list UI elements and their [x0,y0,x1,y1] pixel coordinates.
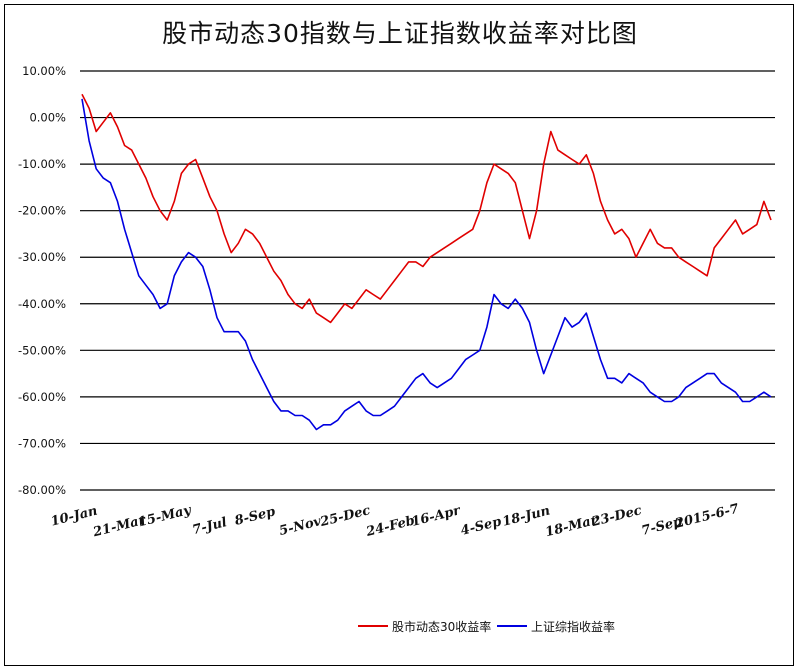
y-tick-label: 10.00% [22,64,66,78]
y-tick-label: -70.00% [18,436,66,450]
chart-frame [4,4,794,666]
y-tick-label: -60.00% [18,390,66,404]
x-tick-label: 7-Jul [191,515,229,538]
legend-label: 上证综指收益率 [531,619,615,634]
x-tick-label: 25-Dec [318,503,372,530]
series-line-1 [81,93,772,324]
y-tick-label: -40.00% [18,297,66,311]
x-tick-label: 23-Dec [589,503,643,530]
y-tick-label: -30.00% [18,250,66,264]
x-tick-label: 2015-6-7 [673,501,741,532]
x-tick-label: 5-Nov [278,514,323,539]
x-tick-label: 15-May [137,502,194,530]
y-tick-label: -80.00% [18,483,66,497]
y-tick-label: -20.00% [18,204,66,218]
y-tick-label: 0.00% [29,111,66,125]
y-tick-label: -10.00% [18,157,66,171]
y-tick-label: -50.00% [18,343,66,357]
x-tick-label: 16-Apr [410,503,463,530]
series-line-2 [81,98,772,431]
chart-title: 股市动态30指数与上证指数收益率对比图 [162,19,638,48]
legend-label: 股市动态30收益率 [392,619,491,634]
x-tick-label: 8-Sep [233,504,277,529]
x-tick-label: 4-Sep [459,514,503,539]
